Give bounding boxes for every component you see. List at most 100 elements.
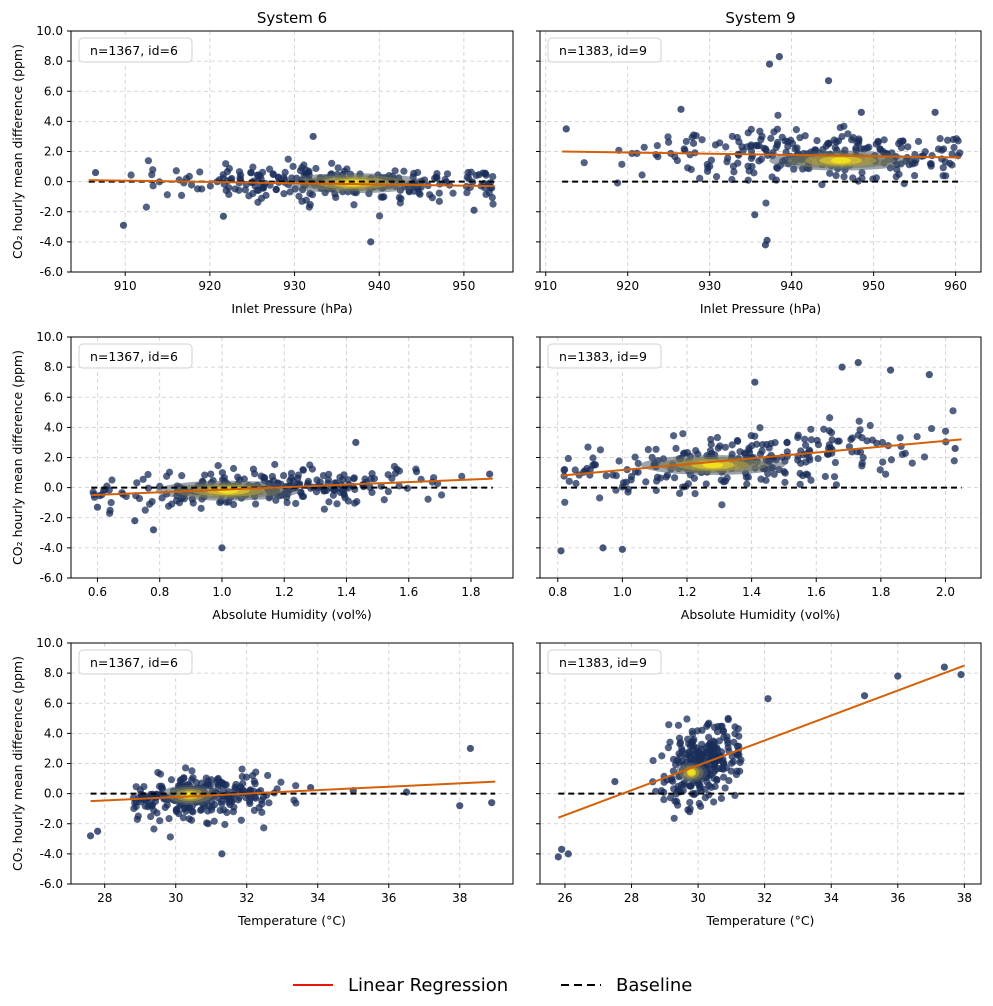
scatter-point xyxy=(624,488,632,496)
scatter-point xyxy=(221,820,229,829)
scatter-point xyxy=(414,168,422,177)
scatter-point xyxy=(215,780,223,789)
scatter-point xyxy=(710,798,718,806)
scatter-point xyxy=(150,825,158,833)
scatter-point xyxy=(887,456,896,464)
x-tick-label: 1.8 xyxy=(871,585,890,599)
scatter-point xyxy=(670,474,679,482)
scatter-point xyxy=(103,482,111,490)
scatter-point xyxy=(762,199,770,207)
scatter-point xyxy=(265,799,273,807)
scatter-point xyxy=(908,459,916,467)
scatter-point xyxy=(734,437,742,445)
x-axis-label: Temperature (°C) xyxy=(237,913,346,928)
scatter-point xyxy=(177,191,186,200)
scatter-point xyxy=(926,160,934,168)
scatter-point xyxy=(238,765,246,773)
plot-area xyxy=(557,359,962,555)
scatter-point xyxy=(287,469,295,477)
scatter-point xyxy=(280,190,288,198)
scatter-point xyxy=(734,751,742,759)
scatter-point xyxy=(685,808,694,816)
scatter-point xyxy=(872,174,880,182)
scatter-point xyxy=(306,461,314,469)
scatter-point-outlier xyxy=(470,206,478,214)
scatter-point xyxy=(762,476,770,484)
scatter-point xyxy=(730,738,738,746)
scatter-point xyxy=(644,445,652,454)
scatter-point xyxy=(334,164,342,172)
scatter-point xyxy=(904,143,912,151)
scatter-point-outlier xyxy=(894,672,902,680)
x-tick-label: 36 xyxy=(890,891,905,905)
scatter-point xyxy=(702,480,710,488)
x-tick-label: 28 xyxy=(97,891,112,905)
scatter-point xyxy=(679,430,687,438)
scatter-point xyxy=(722,143,730,151)
scatter-point xyxy=(165,468,174,476)
scatter-point xyxy=(265,165,274,173)
scatter-point-outlier xyxy=(824,77,833,85)
scatter-point-outlier xyxy=(367,238,375,246)
scatter-point xyxy=(618,160,626,168)
scatter-point xyxy=(426,191,434,199)
scatter-point-outlier xyxy=(886,366,895,374)
x-tick-label: 1.8 xyxy=(461,585,480,599)
scatter-point xyxy=(724,743,732,752)
x-tick-label: 920 xyxy=(616,279,639,293)
scatter-point xyxy=(674,721,683,729)
scatter-point xyxy=(950,457,958,465)
scatter-point xyxy=(683,715,691,723)
x-tick-label: 0.8 xyxy=(548,585,567,599)
scatter-point xyxy=(580,159,588,167)
scatter-point xyxy=(853,139,861,147)
scatter-point-outlier xyxy=(775,53,783,61)
scatter-point-outlier xyxy=(765,60,774,68)
scatter-point-outlier xyxy=(857,108,865,116)
annotation-text: n=1383, id=9 xyxy=(559,349,647,364)
scatter-point xyxy=(744,129,752,137)
scatter-point xyxy=(148,802,156,810)
scatter-point xyxy=(642,478,650,486)
scatter-point xyxy=(852,144,860,152)
plot-area xyxy=(89,438,494,552)
scatter-point xyxy=(735,742,743,750)
regression-line xyxy=(562,150,961,159)
scatter-point xyxy=(781,137,789,145)
scatter-point xyxy=(235,186,243,194)
scatter-point-outlier xyxy=(838,363,846,371)
y-axis-label: CO₂ hourly mean difference (ppm) xyxy=(10,350,25,565)
scatter-point-outlier xyxy=(951,444,959,453)
y-tick-label: 4.0 xyxy=(44,726,63,740)
scatter-point xyxy=(660,795,668,804)
scatter-point-outlier xyxy=(456,802,464,810)
scatter-point xyxy=(821,472,829,481)
annotation-text: n=1367, id=6 xyxy=(90,655,178,670)
scatter-point xyxy=(153,790,161,798)
scatter-point xyxy=(711,141,720,149)
scatter-point xyxy=(148,171,156,179)
scatter-point xyxy=(745,444,753,452)
scatter-point xyxy=(688,727,696,735)
scatter-point xyxy=(703,722,711,730)
scatter-point xyxy=(796,480,804,488)
scatter-point xyxy=(172,167,180,175)
scatter-point xyxy=(859,453,867,462)
scatter-point xyxy=(277,778,285,786)
scatter-point xyxy=(723,733,731,741)
scatter-point xyxy=(949,407,957,415)
scatter-point xyxy=(223,795,232,803)
scatter-point-outlier xyxy=(925,371,933,379)
scatter-point xyxy=(682,137,690,146)
scatter-point xyxy=(687,165,695,174)
scatter-point xyxy=(680,780,688,789)
scatter-point xyxy=(612,472,620,480)
scatter-point xyxy=(264,771,272,780)
x-tick-label: 930 xyxy=(698,279,721,293)
y-tick-label: -4.0 xyxy=(40,847,63,861)
scatter-point-outlier xyxy=(131,517,139,525)
scatter-point xyxy=(488,193,496,202)
x-tick-label: 910 xyxy=(114,279,137,293)
x-tick-label: 26 xyxy=(557,891,572,905)
scatter-point xyxy=(921,148,929,156)
